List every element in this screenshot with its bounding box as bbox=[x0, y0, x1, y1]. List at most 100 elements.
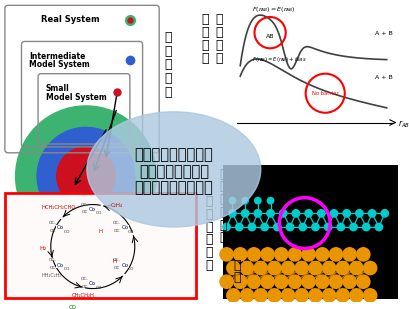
Circle shape bbox=[328, 247, 342, 262]
Text: 反: 反 bbox=[201, 14, 208, 27]
Text: H: H bbox=[112, 259, 116, 264]
Circle shape bbox=[247, 222, 256, 231]
Ellipse shape bbox=[87, 112, 260, 227]
Text: C₂H₄: C₂H₄ bbox=[110, 203, 122, 208]
Circle shape bbox=[56, 147, 115, 205]
Circle shape bbox=[272, 222, 281, 231]
Circle shape bbox=[225, 261, 240, 275]
Circle shape bbox=[314, 247, 329, 262]
Text: 応: 応 bbox=[201, 26, 208, 39]
Circle shape bbox=[362, 261, 377, 275]
Text: 応: 応 bbox=[205, 233, 212, 246]
Text: Co: Co bbox=[121, 263, 128, 268]
Circle shape bbox=[308, 261, 322, 275]
Text: CO: CO bbox=[127, 230, 134, 234]
Circle shape bbox=[227, 209, 236, 218]
Text: CO: CO bbox=[63, 230, 70, 234]
Circle shape bbox=[308, 288, 322, 303]
Text: 造: 造 bbox=[218, 231, 226, 244]
Circle shape bbox=[361, 222, 370, 231]
Text: CO: CO bbox=[95, 211, 101, 215]
Text: 機: 機 bbox=[205, 246, 212, 259]
Text: CO: CO bbox=[95, 286, 101, 290]
Circle shape bbox=[374, 222, 382, 231]
Circle shape bbox=[329, 209, 337, 218]
Text: 反応設計のための: 反応設計のための bbox=[139, 164, 208, 179]
Circle shape bbox=[285, 222, 294, 231]
Text: HH₂C₂H₂: HH₂C₂H₂ bbox=[42, 273, 62, 278]
Text: 構: 構 bbox=[218, 218, 226, 231]
Text: OC,: OC, bbox=[49, 221, 56, 225]
Circle shape bbox=[280, 288, 295, 303]
Circle shape bbox=[253, 197, 261, 205]
Text: $F(r_{AB})=E(r_{AB})+bias$: $F(r_{AB})=E(r_{AB})+bias$ bbox=[252, 55, 306, 64]
Circle shape bbox=[287, 274, 301, 289]
Circle shape bbox=[222, 222, 230, 231]
Text: 築: 築 bbox=[233, 271, 240, 284]
Text: 構: 構 bbox=[205, 259, 212, 272]
Text: OC: OC bbox=[114, 266, 120, 270]
Text: 炭: 炭 bbox=[218, 168, 226, 181]
Text: AB: AB bbox=[265, 34, 274, 39]
Circle shape bbox=[246, 274, 261, 289]
Circle shape bbox=[362, 288, 377, 303]
Text: 構: 構 bbox=[233, 259, 240, 272]
Text: 索: 索 bbox=[214, 52, 222, 65]
Text: ム: ム bbox=[164, 72, 171, 85]
Text: $F(r_{AB})=E(r_{AB})$: $F(r_{AB})=E(r_{AB})$ bbox=[252, 5, 295, 14]
Circle shape bbox=[219, 247, 233, 262]
Text: Model System: Model System bbox=[29, 60, 90, 70]
Circle shape bbox=[228, 197, 236, 205]
Text: CO: CO bbox=[63, 267, 70, 271]
Text: ニ: ニ bbox=[164, 45, 171, 58]
Circle shape bbox=[335, 288, 349, 303]
Circle shape bbox=[219, 274, 233, 289]
Circle shape bbox=[273, 274, 288, 289]
Circle shape bbox=[291, 209, 299, 218]
Text: 動: 動 bbox=[214, 26, 222, 39]
Text: オ: オ bbox=[164, 31, 171, 44]
Text: ナ: ナ bbox=[218, 193, 226, 206]
Circle shape bbox=[16, 106, 156, 247]
Circle shape bbox=[355, 247, 370, 262]
Text: OC,: OC, bbox=[113, 258, 121, 262]
Circle shape bbox=[342, 274, 356, 289]
Text: Co: Co bbox=[57, 226, 64, 231]
Text: Real System: Real System bbox=[41, 15, 99, 24]
Text: HCH₂CH₂CHO: HCH₂CH₂CHO bbox=[42, 205, 76, 210]
Circle shape bbox=[355, 274, 370, 289]
Circle shape bbox=[301, 274, 315, 289]
Text: OC,: OC, bbox=[113, 221, 121, 225]
Circle shape bbox=[342, 247, 356, 262]
Text: Intermediate: Intermediate bbox=[29, 52, 85, 61]
Text: 探: 探 bbox=[214, 39, 222, 52]
Circle shape bbox=[323, 222, 332, 231]
Circle shape bbox=[240, 197, 248, 205]
Circle shape bbox=[37, 127, 135, 225]
Text: Small: Small bbox=[46, 84, 70, 93]
Circle shape bbox=[278, 209, 287, 218]
Circle shape bbox=[253, 261, 267, 275]
Bar bbox=[5, 193, 196, 298]
Text: OC,: OC, bbox=[49, 258, 56, 262]
Circle shape bbox=[260, 247, 274, 262]
Circle shape bbox=[335, 261, 349, 275]
Circle shape bbox=[294, 261, 308, 275]
Circle shape bbox=[232, 274, 247, 289]
Text: 経: 経 bbox=[201, 39, 208, 52]
Text: CH₂CH₂H: CH₂CH₂H bbox=[72, 293, 94, 298]
Text: $r_{AB}$: $r_{AB}$ bbox=[398, 119, 409, 130]
Text: 理論化学・計算化学: 理論化学・計算化学 bbox=[134, 180, 213, 196]
Text: OC,: OC, bbox=[81, 277, 89, 281]
Text: OC,: OC, bbox=[81, 203, 89, 206]
Text: 媒: 媒 bbox=[205, 208, 212, 221]
Bar bbox=[222, 164, 398, 299]
Circle shape bbox=[266, 261, 281, 275]
Text: OC: OC bbox=[49, 229, 56, 233]
Text: H: H bbox=[98, 229, 102, 235]
Circle shape bbox=[336, 222, 344, 231]
Text: Model System: Model System bbox=[46, 93, 106, 102]
Text: OC: OC bbox=[81, 285, 88, 289]
Circle shape bbox=[280, 261, 295, 275]
Circle shape bbox=[253, 288, 267, 303]
